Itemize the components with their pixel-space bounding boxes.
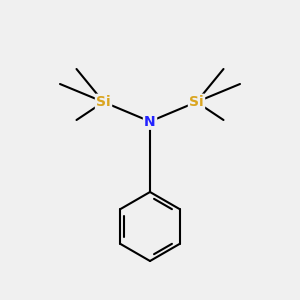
Text: Si: Si (96, 95, 111, 109)
Text: N: N (144, 115, 156, 128)
Text: Si: Si (189, 95, 204, 109)
